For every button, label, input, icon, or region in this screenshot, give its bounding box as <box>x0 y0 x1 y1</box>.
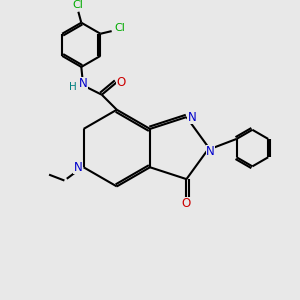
Text: N: N <box>74 161 82 174</box>
Text: N: N <box>78 77 87 90</box>
Text: Cl: Cl <box>114 23 125 33</box>
Text: H: H <box>69 82 76 92</box>
Text: N: N <box>188 111 196 124</box>
Text: O: O <box>117 76 126 89</box>
Text: O: O <box>182 197 191 210</box>
Text: N: N <box>206 145 215 158</box>
Text: Cl: Cl <box>72 0 83 10</box>
